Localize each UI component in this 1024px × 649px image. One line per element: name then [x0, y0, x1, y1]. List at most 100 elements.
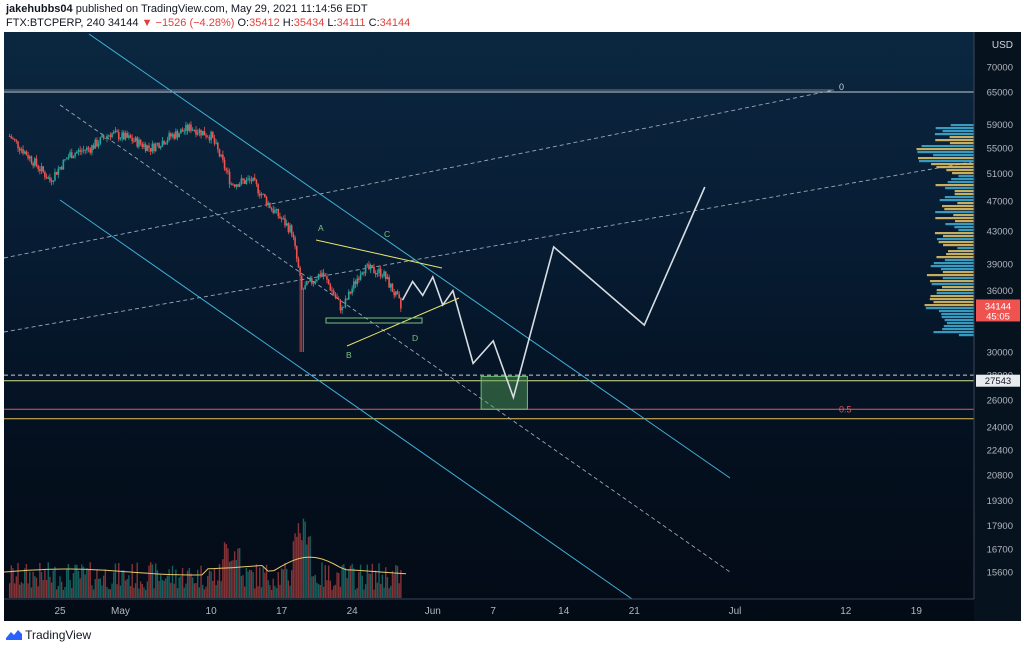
- volume-bar: [299, 533, 301, 598]
- candle-body: [211, 131, 214, 138]
- candle-body: [123, 132, 125, 140]
- candle-body: [368, 264, 370, 270]
- volume-bar: [294, 533, 296, 598]
- volume-bar: [282, 569, 285, 598]
- candle-body: [196, 132, 199, 135]
- candle-body: [166, 140, 169, 144]
- candle-body: [386, 277, 389, 280]
- candle-body: [22, 149, 24, 154]
- y-tick-label: 16700: [987, 544, 1013, 555]
- y-tick-label: 24000: [987, 423, 1013, 434]
- volume-bar: [163, 580, 165, 598]
- volume-bar: [76, 564, 78, 598]
- volume-bar: [92, 589, 95, 598]
- volume-bar: [134, 583, 137, 598]
- candle-body: [225, 168, 228, 171]
- candle-body: [400, 298, 402, 309]
- volume-bar: [116, 584, 118, 598]
- volume-profile-bar: [954, 220, 974, 223]
- candle-body: [97, 143, 100, 147]
- volume-bar: [185, 583, 187, 598]
- volume-bar: [22, 583, 24, 598]
- volume-profile-bar: [933, 262, 974, 265]
- high-value: 35434: [293, 17, 325, 29]
- volume-profile-bar: [935, 211, 974, 214]
- volume-bar: [13, 583, 16, 598]
- last-price-label: 34144: [985, 301, 1011, 312]
- volume-bar: [133, 587, 135, 598]
- candle-body: [316, 279, 318, 282]
- candle-body: [129, 135, 132, 139]
- volume-bar: [82, 566, 85, 598]
- projection-layer: [401, 186, 706, 401]
- volume-bar: [138, 588, 140, 598]
- x-tick-label: 12: [840, 606, 852, 617]
- volume-bar: [244, 586, 246, 598]
- candle-body: [359, 274, 362, 280]
- volume-bar: [69, 579, 71, 598]
- fib-label-0: 0: [839, 82, 844, 92]
- candle-body: [223, 159, 226, 169]
- symbol-label: FTX:BTCPERP, 240: [6, 17, 105, 29]
- candle-body: [366, 264, 369, 266]
- volume-profile-bar: [954, 193, 974, 196]
- volume-bar: [104, 569, 107, 598]
- volume-profile-bar: [933, 154, 974, 157]
- volume-bar: [15, 576, 18, 598]
- marked-level-label: 27543: [985, 376, 1011, 387]
- candle-body: [232, 183, 234, 185]
- last-price: 34144: [107, 17, 139, 29]
- volume-profile-bar: [921, 145, 974, 148]
- candle-body: [114, 130, 117, 132]
- volume-bar: [301, 540, 303, 598]
- candle-body: [146, 145, 149, 151]
- tradingview-logo[interactable]: TradingView: [6, 628, 91, 642]
- candle-body: [35, 158, 38, 166]
- chart-area[interactable]: 0 0.5 A B C D USD 70000 65000 59000 55000 51000 470…: [3, 32, 1021, 621]
- candle-body: [210, 131, 212, 141]
- candle-body: [49, 177, 51, 181]
- volume-bar: [101, 585, 103, 598]
- candle-body: [388, 277, 390, 288]
- volume-profile-bar: [934, 232, 974, 235]
- volume-profile-bar: [958, 229, 974, 232]
- candle-body: [164, 143, 167, 145]
- candle-body: [339, 300, 342, 311]
- volume-profile-bar: [935, 217, 974, 220]
- candle-body: [393, 292, 395, 296]
- volume-bar: [64, 586, 66, 598]
- volume-bar: [398, 583, 400, 598]
- x-tick-label: 10: [206, 606, 218, 617]
- y-tick-label: 43000: [987, 226, 1013, 237]
- author-name[interactable]: jakehubbs04: [6, 3, 73, 15]
- candle-body: [373, 266, 375, 274]
- volume-bar: [165, 578, 167, 598]
- projection-path: [401, 186, 706, 401]
- rising-dashed-line-upper: [3, 89, 835, 259]
- triangle-upper-line: [315, 239, 443, 269]
- volume-bar: [267, 580, 269, 598]
- volume-bar: [238, 548, 241, 598]
- candle-body: [86, 147, 88, 151]
- candle-body: [139, 139, 142, 144]
- volume-bar: [32, 571, 34, 598]
- candle-body: [156, 143, 159, 144]
- candle-body: [361, 272, 364, 275]
- price-chart-svg[interactable]: 0 0.5 A B C D USD 70000 65000 59000 55000 51000 470…: [3, 32, 1021, 621]
- volume-bar: [235, 560, 238, 598]
- volume-profile-bar: [958, 175, 974, 178]
- candle-body: [309, 278, 311, 282]
- candle-body: [321, 272, 323, 277]
- volume-profile-bar: [954, 190, 974, 193]
- volume-bar: [314, 574, 316, 598]
- candle-body: [395, 291, 397, 296]
- volume-bar: [84, 574, 86, 598]
- volume-bar: [210, 571, 212, 598]
- candle-body: [87, 147, 90, 149]
- volume-bar: [257, 586, 259, 598]
- volume-bar: [151, 564, 154, 598]
- volume-profile-bar: [949, 136, 974, 139]
- volume-bar: [292, 541, 295, 598]
- volume-bar: [34, 576, 36, 598]
- volume-profile-bar: [944, 319, 974, 322]
